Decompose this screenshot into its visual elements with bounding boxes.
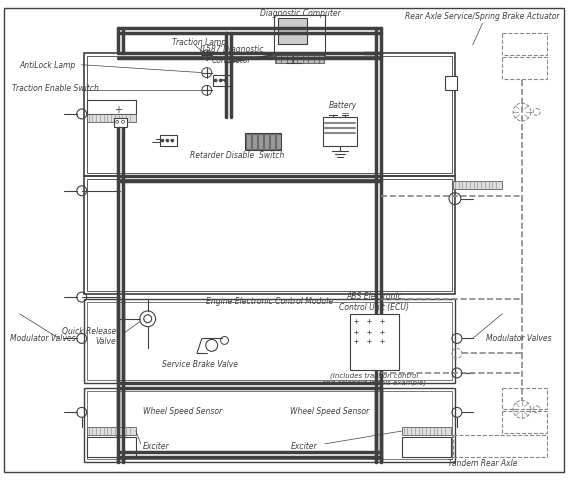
Text: Wheel Speed Sensor: Wheel Speed Sensor: [290, 408, 370, 417]
Circle shape: [166, 139, 169, 142]
Bar: [402, 437, 451, 456]
FancyBboxPatch shape: [453, 33, 500, 55]
Bar: [453, 435, 546, 456]
Text: J1587 Diagnostic
Connector: J1587 Diagnostic Connector: [199, 45, 264, 65]
Circle shape: [161, 139, 164, 142]
Bar: [84, 53, 455, 176]
Text: Modulator Valves: Modulator Valves: [10, 334, 76, 343]
Circle shape: [219, 79, 222, 82]
Text: (Includes traction control
and solenoid in this example): (Includes traction control and solenoid …: [322, 372, 426, 386]
Text: Service Brake Valve: Service Brake Valve: [163, 360, 238, 369]
Bar: [350, 314, 399, 370]
Bar: [84, 176, 455, 294]
Text: Exciter: Exciter: [143, 442, 170, 451]
Bar: [502, 388, 546, 409]
Bar: [84, 388, 455, 462]
Text: Battery: Battery: [328, 101, 357, 110]
Text: ABS Electronic
Control Unit (ECU): ABS Electronic Control Unit (ECU): [339, 292, 409, 312]
Bar: [402, 427, 451, 435]
Bar: [87, 179, 452, 291]
Bar: [252, 133, 257, 149]
Text: Diagnostic Computer: Diagnostic Computer: [260, 9, 340, 18]
Text: Quick Release
Valve: Quick Release Valve: [62, 327, 116, 346]
Bar: [264, 133, 269, 149]
Text: AntiLock Lamp: AntiLock Lamp: [20, 61, 76, 70]
Bar: [502, 411, 546, 433]
Bar: [87, 427, 136, 435]
Bar: [87, 391, 452, 458]
Bar: [87, 302, 452, 380]
Text: Modulator Valves: Modulator Valves: [486, 334, 552, 343]
Bar: [278, 18, 307, 44]
Circle shape: [224, 79, 227, 82]
Bar: [276, 133, 280, 149]
Bar: [258, 133, 263, 149]
Text: Traction Enable Switch: Traction Enable Switch: [12, 84, 99, 94]
Bar: [273, 15, 325, 55]
FancyBboxPatch shape: [453, 388, 500, 409]
Bar: [87, 114, 136, 122]
FancyBboxPatch shape: [453, 57, 500, 79]
Text: +: +: [114, 105, 122, 115]
Bar: [87, 437, 136, 456]
Text: Rear Axle Service/Spring Brake Actuator: Rear Axle Service/Spring Brake Actuator: [405, 12, 560, 22]
Text: Wheel Speed Sensor: Wheel Speed Sensor: [143, 408, 222, 417]
Bar: [245, 132, 280, 150]
Bar: [87, 100, 136, 114]
Bar: [270, 133, 275, 149]
Bar: [502, 33, 546, 55]
FancyBboxPatch shape: [453, 411, 500, 433]
Bar: [213, 74, 230, 86]
Bar: [445, 75, 457, 90]
Bar: [453, 181, 502, 189]
Text: Retarder Disable  Switch: Retarder Disable Switch: [190, 151, 284, 160]
Text: Tandem Rear Axle: Tandem Rear Axle: [448, 458, 517, 468]
Bar: [502, 57, 546, 79]
Bar: [323, 117, 358, 146]
Bar: [87, 56, 452, 173]
Bar: [275, 55, 324, 63]
Bar: [84, 299, 455, 383]
Bar: [114, 118, 127, 127]
Text: Engine Electronic Control Module: Engine Electronic Control Module: [206, 297, 333, 306]
Circle shape: [214, 79, 217, 82]
Text: Exciter: Exciter: [290, 442, 317, 451]
Bar: [159, 134, 177, 146]
Circle shape: [171, 139, 174, 142]
Bar: [246, 133, 251, 149]
Text: Traction Lamp: Traction Lamp: [173, 38, 226, 47]
